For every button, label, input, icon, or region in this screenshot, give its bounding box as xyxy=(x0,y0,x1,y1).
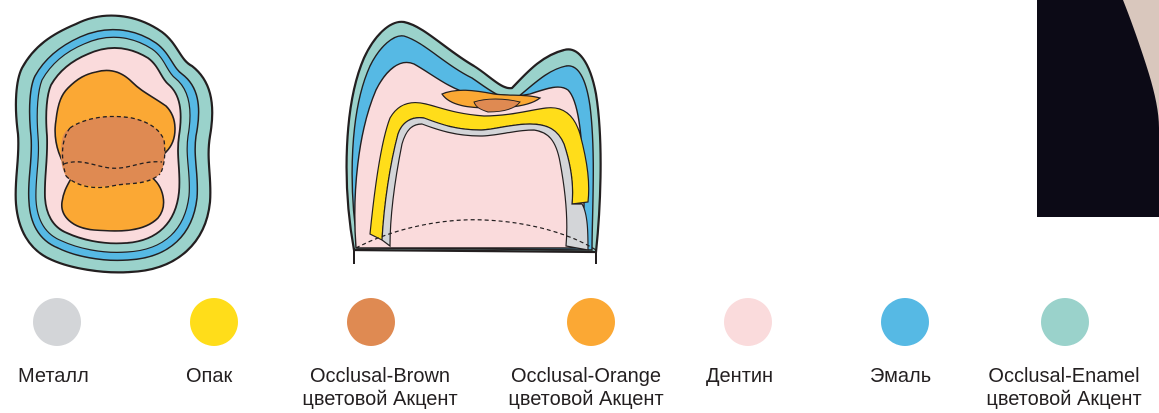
section-occlusal-brown-accent xyxy=(473,98,521,113)
legend-label-metal: Металл xyxy=(18,365,89,387)
occlusal-view-diagram xyxy=(14,14,214,274)
photo-tooth-edge xyxy=(1123,0,1159,128)
occlusal-brown-area xyxy=(60,116,165,187)
legend-label-occlusal-brown: Occlusal-Brown цветовой Акцент xyxy=(302,365,458,410)
cross-section-diagram xyxy=(345,20,602,264)
photo-content xyxy=(1123,0,1159,128)
legend-swatch-opaque xyxy=(190,298,238,346)
legend-label-occlusal-orange: Occlusal-Orange цветовой Акцент xyxy=(508,365,664,410)
fossa-dashed-outline-upper xyxy=(69,115,166,175)
legend-swatch-occlusal-enamel xyxy=(1041,298,1089,346)
legend-swatch-enamel xyxy=(881,298,929,346)
legend-label-enamel: Эмаль xyxy=(870,365,932,387)
section-margin-dashed-line xyxy=(355,219,597,251)
section-metal-coping xyxy=(381,117,589,251)
legend-swatch-metal xyxy=(33,298,81,346)
clinical-photo xyxy=(1037,0,1159,217)
legend-label-opaque: Опак xyxy=(186,365,233,387)
legend-swatch-dentin xyxy=(724,298,772,346)
legend-swatch-occlusal-brown xyxy=(347,298,395,346)
fossa-dashed-outline-left xyxy=(61,127,71,177)
fossa-dashed-outline-lower xyxy=(65,173,161,189)
legend-swatch-occlusal-orange xyxy=(567,298,615,346)
legend-label-dentin: Дентин xyxy=(706,365,774,387)
legend-label-occlusal-enamel: Occlusal-Enamel цветовой Акцент xyxy=(986,365,1142,410)
